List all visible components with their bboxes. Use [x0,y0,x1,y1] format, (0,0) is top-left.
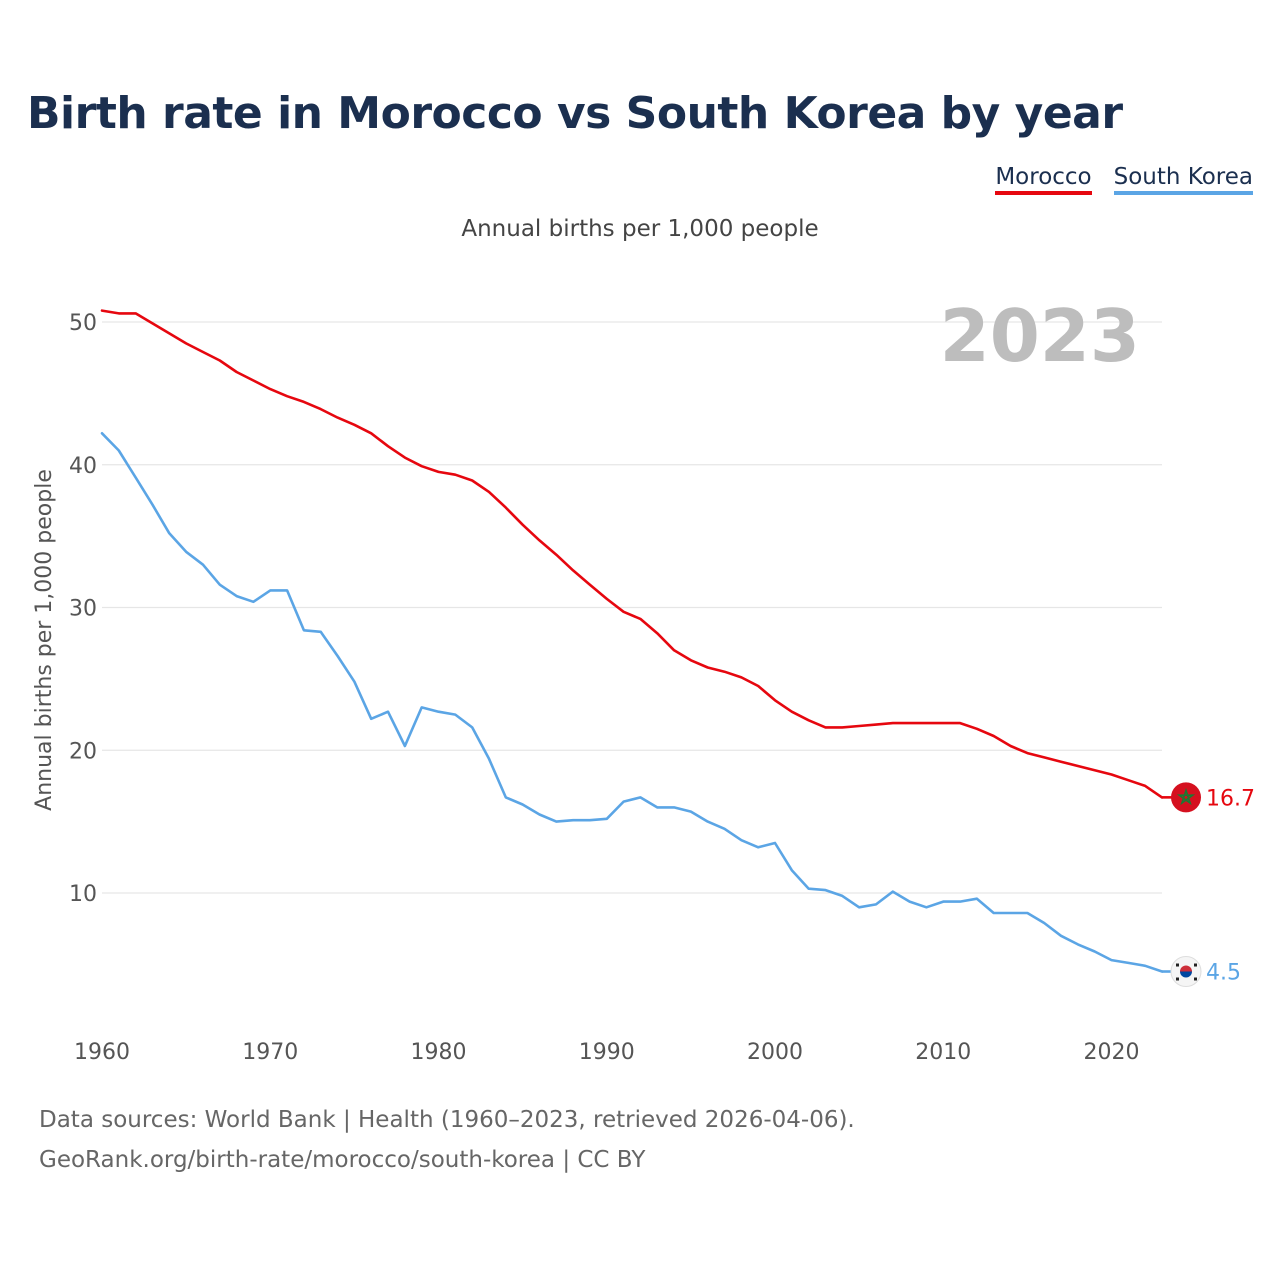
x-tick-label: 2000 [747,1040,803,1065]
gridlines [102,321,1162,894]
legend-item-morocco[interactable]: Morocco [995,164,1092,195]
y-tick-label: 40 [69,454,97,479]
morocco-flag-icon [1171,782,1201,813]
y-tick-label: 10 [69,882,97,907]
legend-item-south-korea[interactable]: South Korea [1113,164,1253,195]
series-line-morocco [100,309,1164,799]
south-korea-flag-icon [1170,956,1202,988]
flag-taeguk-blue [1180,971,1192,978]
y-tick-label: 30 [69,597,97,622]
chart-title: Birth rate in Morocco vs South Korea by … [27,88,1123,139]
x-tick-label: 1960 [74,1040,130,1065]
flag-taeguk-red [1180,965,1192,972]
y-axis-ticks: 10 20 30 40 50 [69,311,97,907]
flag-trigram [1176,977,1179,981]
series-lines [100,309,1164,973]
x-axis-ticks: 1960 1970 1980 1990 2000 2010 2020 [74,1040,1140,1065]
legend: Morocco South Korea [995,164,1253,195]
flag-trigram [1176,963,1179,967]
end-value-label-morocco: 16.7 [1206,786,1255,811]
end-value-label-south-korea: 4.5 [1206,961,1241,986]
footer-link[interactable]: GeoRank.org/birth-rate/morocco/south-kor… [39,1147,646,1173]
x-tick-label: 2020 [1084,1040,1140,1065]
end-markers: 16.7 4.5 [1162,782,1255,988]
x-tick-label: 1980 [411,1040,467,1065]
series-line-south-korea [100,431,1164,973]
x-tick-label: 1970 [242,1040,298,1065]
flag-trigram [1194,963,1197,967]
chart-subtitle: Annual births per 1,000 people [461,216,819,242]
x-tick-label: 1990 [579,1040,635,1065]
y-tick-label: 20 [69,739,97,764]
y-tick-label: 50 [69,311,97,336]
footer-sources: Data sources: World Bank | Health (1960–… [39,1107,855,1133]
x-tick-label: 2010 [915,1040,971,1065]
flag-circle [1171,782,1201,813]
flag-star [1176,787,1196,806]
year-watermark: 2023 [940,294,1140,378]
flag-trigram [1194,977,1197,981]
y-axis-label: Annual births per 1,000 people [32,469,57,811]
